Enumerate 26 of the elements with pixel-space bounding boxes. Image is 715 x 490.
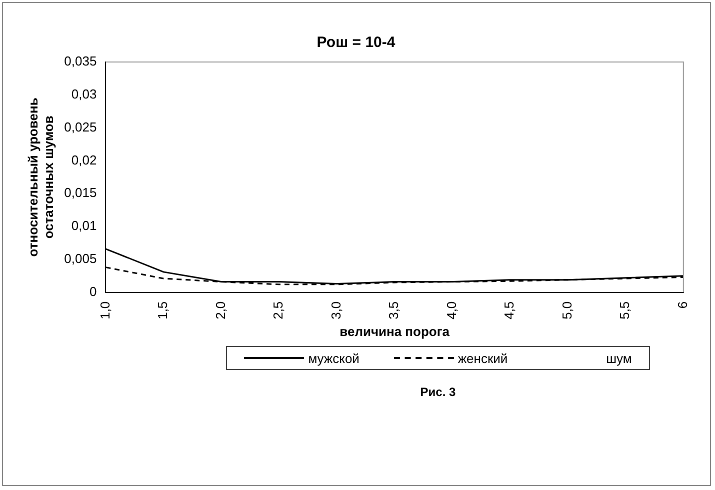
text: Рис. 3 xyxy=(419,385,457,399)
x-tick-label: 4,5 xyxy=(502,301,517,320)
legend-label: мужской xyxy=(308,350,360,366)
x-tick-label: 3,5 xyxy=(386,301,402,320)
chart-title: Рош = 10-4 xyxy=(316,34,396,52)
y-tick-label: 0,03 xyxy=(71,86,97,102)
legend-label: женский xyxy=(458,350,508,366)
x-tick-label: 2,5 xyxy=(270,301,286,320)
x-axis-title: величина порога xyxy=(340,324,450,339)
y-tick-label: 0,015 xyxy=(64,185,97,200)
y-tick-label: 0,01 xyxy=(71,218,97,234)
y-tick-label: 0,035 xyxy=(64,54,97,69)
x-tick-label: 5,5 xyxy=(617,301,632,320)
x-tick-label: 1,0 xyxy=(97,301,112,320)
y-axis-title: относительный уровень остаточных шумов xyxy=(25,98,56,257)
x-tick-label: 4,0 xyxy=(444,301,459,320)
x-tick-label: 2,0 xyxy=(212,301,228,320)
x-tick-label: 5,0 xyxy=(559,301,574,320)
y-tick-label: 0,005 xyxy=(64,251,97,266)
y-tick-label: 0 xyxy=(89,284,97,299)
x-tick-label: 1,5 xyxy=(155,301,170,320)
y-tick-label: 0,02 xyxy=(71,152,97,168)
x-tick-label: 6 xyxy=(674,301,690,309)
y-tick-label: 0,025 xyxy=(64,119,97,134)
x-tick-label: 3,0 xyxy=(328,301,344,320)
text: шум xyxy=(606,350,632,366)
